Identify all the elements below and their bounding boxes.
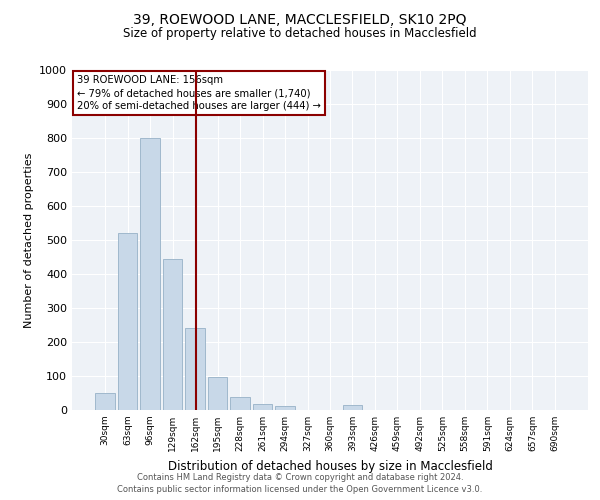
X-axis label: Distribution of detached houses by size in Macclesfield: Distribution of detached houses by size … (167, 460, 493, 472)
Bar (275, 406, 295, 410)
Text: Contains public sector information licensed under the Open Government Licence v3: Contains public sector information licen… (118, 485, 482, 494)
Text: 39 ROEWOOD LANE: 156sqm
← 79% of detached houses are smaller (1,740)
20% of semi: 39 ROEWOOD LANE: 156sqm ← 79% of detache… (77, 75, 321, 112)
Bar (343, 405, 362, 410)
Bar (118, 233, 137, 410)
Bar (140, 138, 160, 410)
Bar (95, 393, 115, 410)
Text: Contains HM Land Registry data © Crown copyright and database right 2024.: Contains HM Land Registry data © Crown c… (137, 472, 463, 482)
Bar (230, 397, 250, 410)
Bar (253, 404, 272, 410)
Text: 39, ROEWOOD LANE, MACCLESFIELD, SK10 2PQ: 39, ROEWOOD LANE, MACCLESFIELD, SK10 2PQ (133, 12, 467, 26)
Y-axis label: Number of detached properties: Number of detached properties (23, 152, 34, 328)
Bar (163, 258, 182, 410)
Bar (208, 376, 227, 410)
Bar (185, 328, 205, 410)
Text: Size of property relative to detached houses in Macclesfield: Size of property relative to detached ho… (123, 28, 477, 40)
